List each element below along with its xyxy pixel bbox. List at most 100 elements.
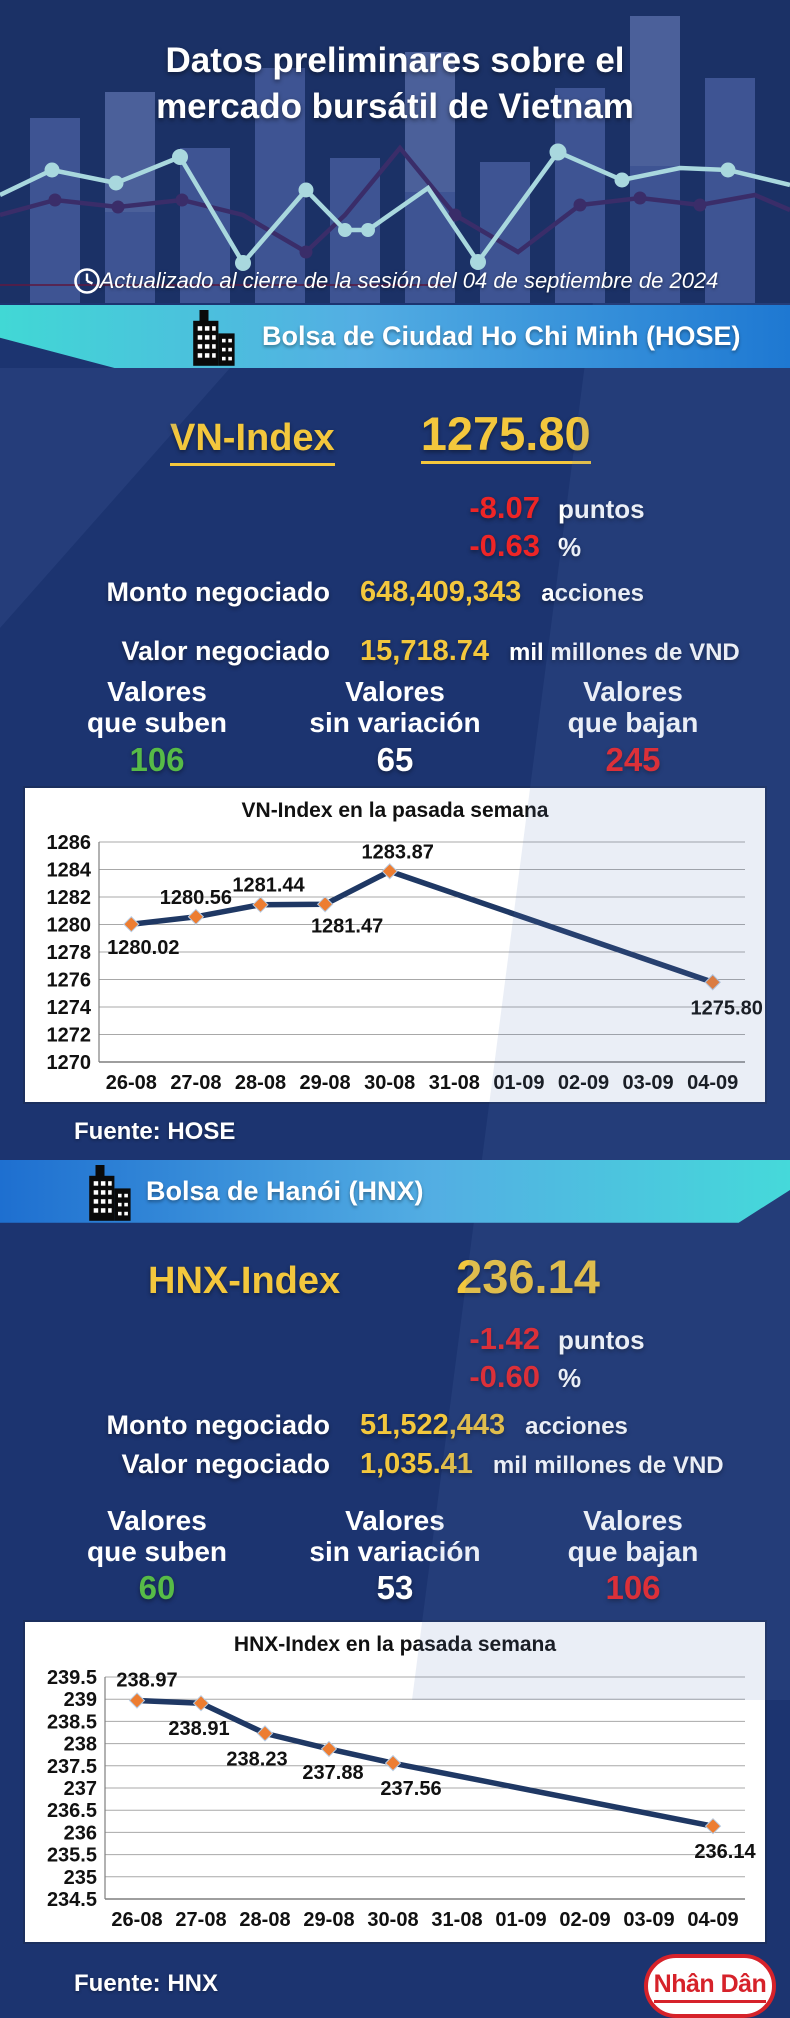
svg-text:1286: 1286 bbox=[47, 832, 92, 854]
svg-text:235: 235 bbox=[64, 1867, 97, 1889]
hose-stats-values: 106 65 245 bbox=[38, 743, 790, 776]
hnx-banner: Bolsa de Hanói (HNX) bbox=[0, 1159, 790, 1223]
svg-text:1272: 1272 bbox=[47, 1024, 92, 1046]
vn-index-chart-panel: VN-Index en la pasada semana 1286 1284 128… bbox=[23, 785, 767, 1104]
svg-text:237.5: 237.5 bbox=[47, 1756, 97, 1778]
hose-volume-value: 648,409,343 bbox=[360, 576, 522, 608]
hose-source-label: Fuente: HOSE bbox=[74, 1117, 236, 1145]
hose-turnover-row: Valor negociado 15,718.74 mil millones d… bbox=[0, 635, 790, 668]
svg-text:237.56: 237.56 bbox=[380, 1779, 441, 1801]
hnx-change-points-unit: puntos bbox=[558, 1324, 645, 1355]
svg-text:03-09: 03-09 bbox=[623, 1909, 674, 1931]
hnx-turnover-value: 1,035.41 bbox=[360, 1447, 473, 1480]
svg-text:31-08: 31-08 bbox=[429, 1072, 480, 1094]
hnx-change-percent-unit: % bbox=[558, 1362, 582, 1393]
vn-index-line-chart: 1286 1284 1282 1280 1278 1276 1274 1272 1270 26-0… bbox=[47, 832, 763, 1094]
building-icon bbox=[89, 1164, 131, 1221]
decliners-label: Valores que bajan bbox=[567, 676, 699, 739]
hnx-index-chart-title: HNX-Index en la pasada semana bbox=[233, 1633, 557, 1657]
advancers-value: 106 bbox=[129, 740, 185, 778]
hnx-banner-title: Bolsa de Hanói (HNX) bbox=[146, 1175, 424, 1206]
page-title: Datos preliminares sobre el mercado burs… bbox=[0, 38, 790, 129]
hose-banner-title: Bolsa de Ciudad Ho Chi Minh (HOSE) bbox=[262, 321, 741, 351]
hose-stats-labels: Valores que suben Valores sin variación … bbox=[38, 676, 790, 739]
svg-text:236: 236 bbox=[64, 1823, 97, 1845]
svg-text:1270: 1270 bbox=[47, 1052, 92, 1074]
decliners-value: 245 bbox=[605, 740, 661, 778]
hose-turnover-value: 15,718.74 bbox=[360, 635, 490, 667]
header-chart-decoration bbox=[0, 16, 790, 303]
hose-index-row: VN-Index 1275.80 bbox=[0, 410, 790, 466]
svg-text:1280.56: 1280.56 bbox=[160, 887, 232, 909]
hose-change-percent-unit: % bbox=[558, 532, 582, 562]
svg-text:02-09: 02-09 bbox=[559, 1909, 610, 1931]
svg-text:239: 239 bbox=[64, 1690, 97, 1712]
hnx-index-chart-panel: HNX-Index en la pasada semana 239.5 239 23… bbox=[23, 1620, 767, 1945]
svg-text:28-08: 28-08 bbox=[239, 1909, 290, 1931]
svg-text:03-09: 03-09 bbox=[623, 1072, 674, 1094]
hnx-turnover-unit: mil millones de VND bbox=[492, 1451, 724, 1479]
svg-text:236.5: 236.5 bbox=[47, 1801, 97, 1823]
nhan-dan-logo-text: Nhân Dân bbox=[653, 1970, 767, 2003]
svg-text:1275.80: 1275.80 bbox=[691, 997, 763, 1019]
hnx-change-points-value: -1.42 bbox=[469, 1320, 540, 1356]
hose-change-points-value: -8.07 bbox=[469, 490, 540, 525]
hnx-volume-row: Monto negociado 51,522,443 acciones bbox=[0, 1409, 790, 1442]
hose-volume-row: Monto negociado 648,409,343 acciones bbox=[0, 576, 790, 609]
hose-change-percent-value: -0.63 bbox=[469, 528, 540, 563]
svg-text:01-09: 01-09 bbox=[495, 1909, 546, 1931]
hnx-index-row: HNX-Index 236.14 bbox=[0, 1253, 790, 1303]
clock-icon bbox=[73, 268, 100, 294]
hose-index-value: 1275.80 bbox=[420, 410, 591, 464]
hnx-change-percent-value: -0.60 bbox=[469, 1358, 540, 1394]
svg-text:238.97: 238.97 bbox=[116, 1670, 177, 1692]
svg-text:1276: 1276 bbox=[47, 969, 92, 991]
hose-change-percent-row: -0.63 % bbox=[0, 528, 790, 564]
svg-text:30-08: 30-08 bbox=[364, 1072, 415, 1094]
svg-text:238: 238 bbox=[64, 1734, 97, 1756]
svg-text:1284: 1284 bbox=[47, 859, 92, 881]
advancers-label: Valores que suben bbox=[86, 676, 227, 739]
advancers-label: Valores que suben bbox=[86, 1504, 227, 1568]
hnx-stats-labels: Valores que suben Valores sin variación … bbox=[38, 1505, 790, 1568]
update-note-text: Actualizado al cierre de la sesión del 0… bbox=[99, 268, 719, 293]
hose-turnover-unit: mil millones de VND bbox=[509, 639, 740, 666]
svg-text:234.5: 234.5 bbox=[47, 1889, 97, 1911]
decliners-label: Valores que bajan bbox=[567, 1504, 699, 1568]
hnx-index-label: HNX-Index bbox=[148, 1259, 341, 1302]
unchanged-label: Valores sin variación bbox=[309, 1504, 481, 1568]
svg-text:26-08: 26-08 bbox=[106, 1072, 157, 1094]
svg-text:1274: 1274 bbox=[47, 997, 92, 1019]
hnx-stats-values: 60 53 106 bbox=[38, 1571, 790, 1604]
page-title-line1: Datos preliminares sobre el bbox=[165, 41, 625, 80]
svg-text:238.91: 238.91 bbox=[168, 1719, 229, 1741]
svg-text:27-08: 27-08 bbox=[170, 1072, 221, 1094]
decliners-value: 106 bbox=[605, 1569, 661, 1607]
hose-turnover-label: Valor negociado bbox=[121, 636, 330, 666]
svg-text:239.5: 239.5 bbox=[47, 1667, 97, 1689]
svg-text:04-09: 04-09 bbox=[687, 1909, 738, 1931]
svg-text:28-08: 28-08 bbox=[235, 1072, 286, 1094]
svg-text:26-08: 26-08 bbox=[111, 1909, 162, 1931]
hose-section: VN-Index 1275.80 -8.07 puntos -0.63 % Mo… bbox=[0, 410, 790, 776]
building-icon bbox=[193, 310, 235, 366]
hnx-index-line-chart: 239.5239238.5238237.5237236.5236235.5235… bbox=[47, 1667, 757, 1931]
hnx-source-label: Fuente: HNX bbox=[74, 1970, 218, 1998]
nhan-dan-logo: Nhân Dân bbox=[644, 1954, 776, 2018]
hnx-change-points-row: -1.42 puntos bbox=[0, 1321, 790, 1357]
svg-text:1280: 1280 bbox=[47, 914, 92, 936]
svg-text:1278: 1278 bbox=[47, 942, 92, 964]
hnx-volume-label: Monto negociado bbox=[106, 1409, 330, 1440]
svg-text:1282: 1282 bbox=[47, 887, 92, 909]
unchanged-value: 65 bbox=[376, 740, 414, 778]
svg-text:1281.47: 1281.47 bbox=[311, 915, 383, 937]
hnx-change-percent-row: -0.60 % bbox=[0, 1359, 790, 1395]
hnx-index-value: 236.14 bbox=[456, 1249, 600, 1303]
svg-text:01-09: 01-09 bbox=[493, 1072, 544, 1094]
svg-text:236.14: 236.14 bbox=[694, 1842, 756, 1864]
svg-text:27-08: 27-08 bbox=[175, 1909, 226, 1931]
page-title-line2: mercado bursátil de Vietnam bbox=[156, 86, 634, 126]
svg-text:237.88: 237.88 bbox=[302, 1762, 363, 1784]
advancers-value: 60 bbox=[138, 1569, 176, 1607]
